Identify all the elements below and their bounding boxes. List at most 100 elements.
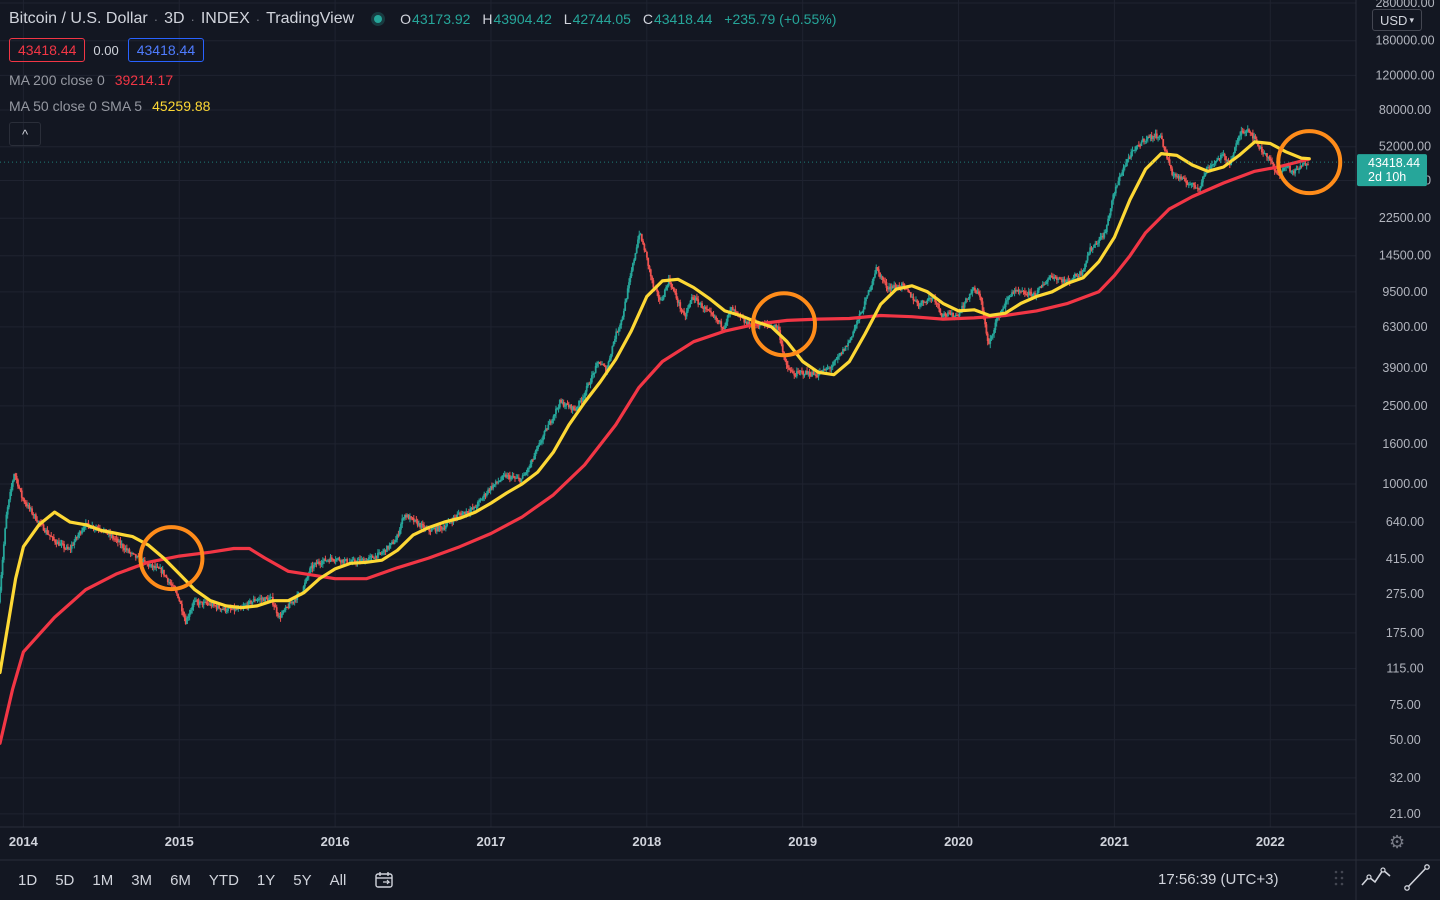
candle-body [293,599,296,602]
timeframe-1y[interactable]: 1Y [256,871,276,889]
price-axis-label: 22500.00 [1379,211,1431,225]
data-source: TradingView [266,10,355,27]
candle-body [1045,281,1048,284]
ma50-line[interactable] [0,140,1311,675]
timeframe-all[interactable]: All [329,871,347,889]
candle-body [379,552,382,554]
candle-body [283,609,286,611]
sell-button[interactable]: 43418.44 [9,38,86,62]
candle-body [1259,146,1262,149]
candle-body [1103,232,1106,238]
low-value: 42744.05 [572,11,631,27]
candle-body [369,556,372,558]
candle-body [456,514,459,518]
candle-body [1027,291,1030,296]
candle-body [1017,289,1020,292]
gear-icon[interactable]: ⚙ [1389,832,1406,852]
timeframe-6m[interactable]: 6M [170,871,191,889]
indicator-ma200[interactable]: MA 200 close 0 39214.17 [9,67,844,93]
candle-body [888,286,890,290]
candle-body [1173,174,1176,176]
candle-body [817,373,820,377]
ma200-line[interactable] [0,157,1311,745]
annotation-circle[interactable] [750,291,817,358]
candle-body [1200,182,1203,187]
compare-chart-icon[interactable] [1359,861,1393,891]
candle-body [807,372,810,374]
candle-body [488,489,491,491]
clock[interactable]: 17:56:39 (UTC+3) [1158,871,1279,888]
currency-select[interactable]: USD ▾ [1372,9,1422,31]
chevron-down-icon: ▾ [1409,14,1414,25]
candle-body [1168,159,1171,165]
candle-body [75,537,78,539]
candle-body [416,520,419,526]
drag-handle-icon[interactable] [1332,868,1346,890]
candle-body [1268,157,1271,159]
candle-body [517,477,520,479]
collapse-legend-button[interactable]: ^ [9,122,41,146]
annotation-circle[interactable] [1276,129,1343,196]
candle-body [1025,293,1028,295]
candle-body [288,602,291,608]
candle-body [129,552,132,554]
candle-body [275,607,278,614]
candle-body [1064,281,1067,283]
candle-body [1296,168,1299,170]
candle-body [451,521,454,523]
candle-body [813,374,816,376]
candle-body [553,414,556,417]
timeframe-5y[interactable]: 5Y [293,871,312,889]
candle-body [788,367,791,370]
symbol-name[interactable]: Bitcoin / U.S. Dollar [9,10,148,27]
drawing-tool-icon[interactable] [1403,862,1431,892]
timeframe-1m[interactable]: 1M [92,871,114,889]
candle-body [1285,166,1288,168]
candle-body [891,286,894,288]
market-status-icon[interactable] [374,15,383,23]
candle-body [1180,176,1183,180]
candle-body [19,488,22,491]
candle-body [733,309,735,311]
candle-body [168,582,170,584]
indicator-ma50[interactable]: MA 50 close 0 SMA 5 45259.88 [9,93,844,119]
interval[interactable]: 3D [164,10,185,27]
candle-body [1263,153,1266,155]
candle-body [287,606,290,608]
candle-body [652,280,655,288]
candle-body [325,560,328,562]
timeframe-ytd[interactable]: YTD [208,871,239,889]
candle-body [432,528,434,530]
candle-body [1161,135,1163,140]
candle-body [423,525,425,529]
candle-body [1012,292,1015,294]
candle-body [1041,284,1044,287]
candle-body [916,300,919,304]
candle-body [717,320,720,323]
timeframe-1d[interactable]: 1D [18,871,38,889]
candle-body [724,325,726,329]
timeframe-5d[interactable]: 5D [55,871,75,889]
candle-body [980,297,983,302]
candle-body [164,575,167,577]
candle-body [191,607,194,610]
annotation-circle[interactable] [138,525,205,592]
candle-body [1055,277,1058,281]
date-range-icon[interactable] [374,870,396,890]
candle-body [1095,243,1098,245]
candle-body [1043,284,1045,286]
candle-body [579,400,582,402]
candle-body [494,481,497,485]
candle-body [529,463,532,468]
candle-body [250,600,252,604]
candle-body [273,604,276,607]
candle-body [973,287,976,291]
candle-body [223,607,226,610]
candle-body [719,321,721,323]
candle-body [409,516,411,520]
candle-body [877,269,880,273]
buy-button[interactable]: 43418.44 [127,38,205,62]
timeframe-3m[interactable]: 3M [131,871,153,889]
candle-body [806,370,808,374]
